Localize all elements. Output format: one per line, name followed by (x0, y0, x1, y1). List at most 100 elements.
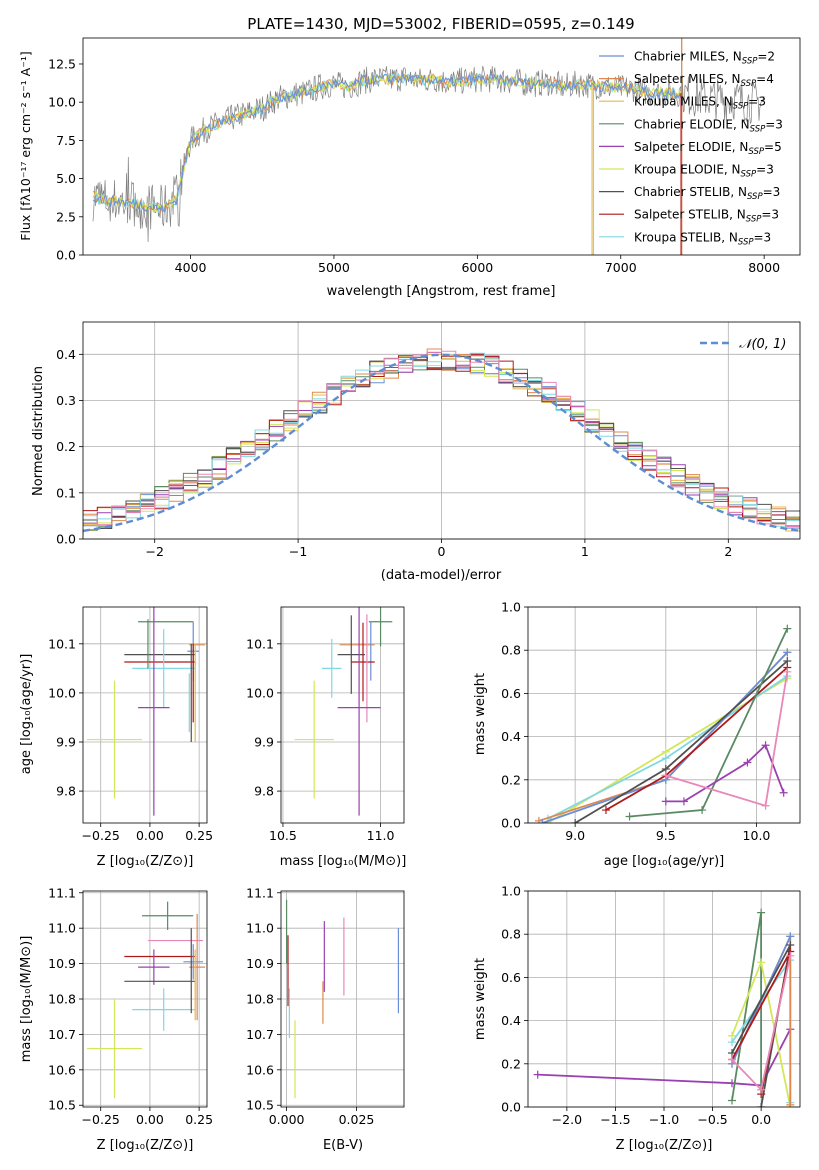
y-tick-label: 11.1 (246, 885, 274, 900)
axes-frame (280, 606, 405, 824)
axes-frame (527, 890, 801, 1108)
errorbar-point (351, 622, 375, 702)
series-lines (534, 624, 792, 823)
series-marker (679, 797, 688, 806)
series-lines (533, 908, 795, 1107)
x-tick-label: −1.5 (600, 1112, 630, 1127)
x-tick-label: −1 (289, 544, 307, 559)
y-tick-label: 0.2 (501, 772, 521, 787)
series-marker (698, 806, 707, 815)
legend-entry: 𝒩(0, 1) (739, 337, 786, 352)
series-kroupa_stelib (547, 675, 788, 820)
series-marker (534, 816, 543, 823)
residual-xlabel: (data-model)/error (381, 568, 502, 583)
errorbar-point (86, 680, 143, 799)
age-vs-z-panel: −0.25 0.00 0.25 9.8 9.9 10.0 10.1 (48, 606, 213, 843)
errorbar-point (337, 615, 365, 694)
axes-frame (82, 37, 801, 256)
y-tick-label: 2.5 (56, 209, 76, 224)
errorbar-point (322, 638, 342, 698)
residual-legend: 𝒩(0, 1) (700, 337, 786, 352)
x-tick-label: 11.0 (367, 828, 395, 843)
y-tick-label: 7.5 (56, 133, 76, 148)
weight-vs-z-ylabel: mass weight (473, 958, 488, 1040)
y-tick-label: 0.4 (501, 729, 521, 744)
x-tick-label: 9.0 (565, 828, 585, 843)
errorbar-point (368, 607, 393, 647)
y-tick-label: 0.1 (56, 485, 76, 500)
x-tick-label: 0.000 (269, 1112, 305, 1127)
x-tick-label: 7000 (605, 260, 637, 275)
series-marker (783, 624, 792, 633)
axes-frame (82, 606, 208, 824)
series-pink (665, 671, 789, 807)
x-tick-label: 4000 (175, 260, 207, 275)
residual-panel: −2 −1 0 1 2 0.0 0.1 0.2 0.3 0.4 𝒩(0, 1) (56, 321, 801, 559)
x-tick-label: 8000 (748, 260, 780, 275)
series-marker (743, 758, 752, 767)
series-marker (786, 1100, 795, 1107)
y-tick-label: 0.0 (56, 248, 76, 263)
weight-vs-z-xlabel: Z [log₁₀(Z/Z⊙)] (616, 1138, 713, 1153)
weight-vs-z-panel: −2.0 −1.5 −1.0 −0.5 0.0 0.0 0.2 0.4 0.6 0.8 1.0 (501, 884, 801, 1127)
errorbar-point (183, 944, 204, 980)
x-tick-label: 0.25 (185, 828, 213, 843)
spectrum-panel: 4000 5000 6000 7000 8000 0.0 2.5 5.0 7.5 10.0 12.5… (48, 37, 801, 275)
series-marker (783, 667, 792, 676)
y-tick-label: 10.6 (246, 1062, 274, 1077)
series-marker (601, 806, 610, 815)
age-vs-mass-panel: 10.5 11.0 9.8 9.9 10.0 10.1 (246, 606, 405, 843)
model-spectrum-salpeter_miles (92, 73, 682, 214)
y-tick-label: 10.0 (48, 95, 76, 110)
y-tick-label: 0.0 (56, 532, 76, 547)
legend-entry: Kroupa MILES, NSSP=3 (634, 95, 766, 112)
model-spectrum-kroupa_elodie (92, 73, 682, 214)
series-marker (661, 797, 670, 806)
errorbars (294, 607, 393, 816)
series-marker (779, 788, 788, 797)
errorbars (86, 901, 206, 1099)
x-tick-label: 5000 (318, 260, 350, 275)
errorbar-point (337, 607, 381, 816)
mass-vs-z-xlabel: Z [log₁₀(Z/Z⊙)] (97, 1138, 194, 1153)
y-tick-label: 10.0 (246, 685, 274, 700)
x-tick-label: −2.0 (552, 1112, 582, 1127)
y-tick-label: 10.7 (48, 1027, 76, 1042)
series-marker (728, 1038, 736, 1047)
y-tick-label: 10.6 (48, 1062, 76, 1077)
series-marker (728, 1096, 736, 1105)
spectrum-xlabel: wavelength [Angstrom, rest frame] (327, 284, 556, 299)
mass-vs-ebv-xlabel: E(B-V) (323, 1138, 363, 1153)
spectrum-legend: Chabrier MILES, NSSP=2 Salpeter MILES, NS… (599, 50, 783, 247)
spectrum-lines (92, 38, 765, 255)
x-tick-label: 1 (581, 544, 589, 559)
x-tick-label: −0.5 (697, 1112, 727, 1127)
spectrum-title: PLATE=1430, MJD=53002, FIBERID=0595, z=0… (247, 15, 634, 33)
axes-frame (527, 606, 801, 824)
y-tick-label: 0.8 (501, 927, 521, 942)
x-tick-label: 0.025 (339, 1112, 375, 1127)
model-spectrum-chabrier_miles (92, 72, 682, 212)
x-tick-label: 10.5 (269, 828, 297, 843)
age-vs-z-xlabel: Z [log₁₀(Z/Z⊙)] (97, 854, 194, 869)
series-marker (538, 819, 547, 823)
errorbar-point (132, 629, 196, 708)
legend-entry: Chabrier ELODIE, NSSP=3 (634, 117, 783, 134)
age-vs-mass-xlabel: mass [log₁₀(M/M⊙)] (280, 854, 407, 869)
y-tick-label: 1.0 (501, 884, 521, 899)
legend-entry: Chabrier MILES, NSSP=2 (634, 50, 775, 67)
y-tick-label: 11.0 (48, 921, 76, 936)
legend-entry: Kroupa STELIB, NSSP=3 (634, 230, 771, 247)
y-tick-label: 9.9 (56, 735, 76, 750)
errorbar-point (294, 680, 334, 799)
y-tick-label: 0.6 (501, 686, 521, 701)
x-tick-label: 0.00 (136, 1112, 164, 1127)
mass-vs-z-ylabel: mass [log₁₀(M/M⊙)] (19, 936, 34, 1063)
x-tick-label: 0 (438, 544, 446, 559)
legend-entry: Salpeter ELODIE, NSSP=5 (634, 140, 782, 157)
residual-ylabel: Normed distribution (31, 366, 46, 496)
y-tick-label: 10.8 (48, 992, 76, 1007)
legend-entry: Salpeter MILES, NSSP=4 (634, 72, 774, 89)
y-tick-label: 0.4 (501, 1013, 521, 1028)
